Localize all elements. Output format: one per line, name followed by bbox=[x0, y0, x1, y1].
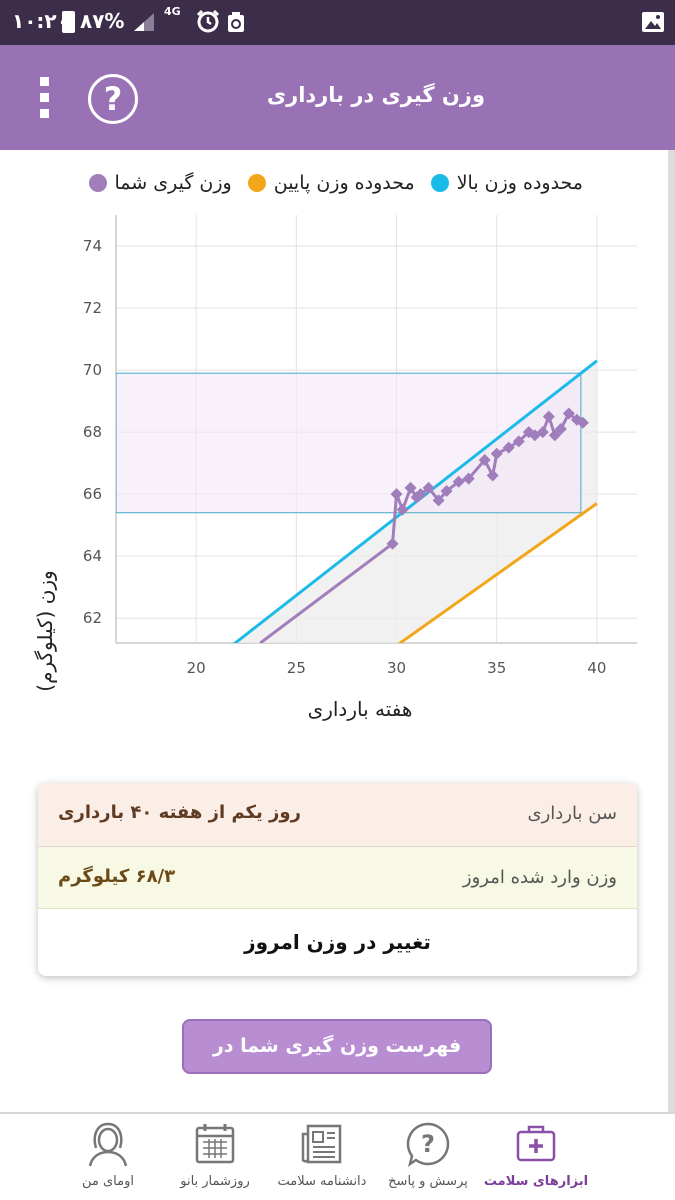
image-icon bbox=[642, 12, 664, 32]
alarm-icon bbox=[196, 9, 220, 33]
your-weight-point bbox=[440, 485, 453, 498]
nav-item-calendar[interactable]: روزشمار بانو bbox=[160, 1114, 270, 1200]
y-tick-label: 68 bbox=[83, 423, 102, 441]
weight-list-button[interactable]: فهرست وزن گیری شما در بارداری bbox=[182, 1019, 492, 1108]
change-weight-label: تغییر در وزن امروز bbox=[244, 930, 431, 954]
y-tick-label: 74 bbox=[83, 237, 102, 255]
your-weight-point bbox=[396, 503, 409, 516]
nav-label-my-profile: اومای من bbox=[82, 1174, 134, 1189]
today-weight-label: وزن وارد شده امروز bbox=[462, 867, 617, 888]
battery-percent: ۸۷% bbox=[80, 9, 125, 33]
your-weight-point bbox=[478, 454, 491, 467]
nav-label-calendar: روزشمار بانو bbox=[180, 1174, 250, 1189]
chart-legend: محدوده وزن بالا محدوده وزن پایین وزن گیر… bbox=[88, 172, 583, 194]
medical-kit-icon bbox=[516, 1125, 556, 1162]
legend-yours-dot bbox=[88, 174, 107, 192]
lower-range-line bbox=[397, 502, 598, 643]
your-weight-point bbox=[542, 410, 555, 423]
newspaper-icon bbox=[301, 1124, 342, 1164]
battery-icon bbox=[62, 11, 75, 33]
y-tick-label: 66 bbox=[83, 485, 102, 503]
app-bar: ? وزن گیری در بارداری bbox=[0, 45, 675, 150]
nav-item-qa[interactable]: ? پرسش و پاسخ bbox=[373, 1114, 483, 1200]
info-card: سن بارداری روز یکم از هفته ۴۰ بارداری وز… bbox=[38, 783, 637, 976]
legend-yours-label: وزن گیری شما bbox=[114, 172, 232, 194]
x-axis-title: هفته بارداری bbox=[307, 697, 413, 721]
your-weight-point bbox=[512, 435, 525, 448]
current-range-box bbox=[116, 372, 582, 514]
y-tick-label: 70 bbox=[83, 361, 102, 379]
woman-avatar-icon bbox=[88, 1122, 128, 1167]
your-weight-point bbox=[390, 488, 403, 501]
bottom-nav: ابزارهای سلامت ? پرسش و پاسخ دانشنامه سل… bbox=[0, 1112, 675, 1200]
question-bubble-icon: ? bbox=[406, 1122, 450, 1167]
plot-area bbox=[116, 359, 598, 643]
x-tick-label: 20 bbox=[187, 659, 206, 677]
x-tick-label: 35 bbox=[487, 659, 506, 677]
nav-item-my-profile[interactable]: اومای من bbox=[53, 1114, 163, 1200]
your-weight-point bbox=[422, 481, 435, 494]
your-weight-point bbox=[386, 537, 399, 550]
today-weight-value: ۶۸/۳ کیلوگرم bbox=[58, 866, 176, 887]
status-bar: ۱۰:۲۰ ۸۷% 4G bbox=[0, 0, 675, 45]
legend-yours: وزن گیری شما bbox=[88, 172, 232, 194]
legend-upper-dot bbox=[430, 174, 449, 192]
legend-lower-dot bbox=[247, 174, 266, 192]
network-label: 4G bbox=[164, 5, 181, 18]
more-vert-icon[interactable] bbox=[30, 75, 60, 121]
legend-lower: محدوده وزن پایین bbox=[247, 172, 415, 194]
y-tick-label: 72 bbox=[83, 299, 102, 317]
change-weight-button[interactable]: تغییر در وزن امروز bbox=[38, 909, 637, 976]
your-weight-point bbox=[554, 423, 567, 435]
legend-upper-label: محدوده وزن بالا bbox=[456, 172, 583, 194]
your-weight-point bbox=[404, 481, 417, 494]
pregnancy-age-label: سن بارداری bbox=[527, 803, 618, 824]
today-weight-row: وزن وارد شده امروز ۶۸/۳ کیلوگرم bbox=[38, 847, 637, 909]
nav-label-encyclopedia: دانشنامه سلامت bbox=[277, 1174, 367, 1189]
your-weight-point bbox=[562, 407, 575, 420]
pregnancy-age-value: روز یکم از هفته ۴۰ بارداری bbox=[58, 802, 301, 823]
nav-label-qa: پرسش و پاسخ bbox=[388, 1174, 468, 1189]
weight-chart-svg: 20 25 30 35 40 62 64 66 68 70 72 74 bbox=[83, 215, 637, 677]
your-weight-point bbox=[576, 416, 589, 429]
your-weight-point bbox=[432, 494, 445, 507]
legend-upper: محدوده وزن بالا bbox=[430, 172, 583, 194]
your-weight-point bbox=[528, 429, 541, 442]
your-weight-point bbox=[452, 475, 465, 488]
upper-range-line bbox=[232, 359, 598, 643]
your-weight-point bbox=[502, 441, 515, 454]
help-icon[interactable]: ? bbox=[88, 74, 138, 124]
scrollbar[interactable] bbox=[668, 150, 675, 1112]
nav-item-encyclopedia[interactable]: دانشنامه سلامت bbox=[267, 1114, 377, 1200]
your-weight-point bbox=[548, 429, 561, 442]
weight-chart: 20 25 30 35 40 62 64 66 68 70 72 74 وزن (کیلوگرم) ه… bbox=[0, 205, 675, 740]
y-tick-label: 62 bbox=[83, 609, 102, 627]
legend-lower-label: محدوده وزن پایین bbox=[273, 172, 415, 194]
your-weight-point bbox=[536, 426, 549, 439]
y-tick-label: 64 bbox=[83, 547, 102, 565]
nav-label-health-tools: ابزارهای سلامت bbox=[483, 1174, 589, 1189]
your-weight-point bbox=[490, 447, 503, 460]
recycle-icon bbox=[228, 12, 244, 32]
your-weight-point bbox=[414, 488, 427, 501]
nav-item-health-tools[interactable]: ابزارهای سلامت bbox=[481, 1114, 591, 1200]
signal-icon bbox=[134, 13, 154, 31]
calendar-icon bbox=[195, 1124, 235, 1164]
your-weight-point bbox=[486, 469, 499, 482]
page-title: وزن گیری در بارداری bbox=[266, 83, 485, 107]
your-weight-point bbox=[462, 472, 475, 485]
pregnancy-age-row: سن بارداری روز یکم از هفته ۴۰ بارداری bbox=[38, 783, 637, 847]
x-tick-label: 25 bbox=[287, 659, 306, 677]
x-tick-label: 30 bbox=[387, 659, 406, 677]
status-time: ۱۰:۲۰ bbox=[12, 9, 69, 33]
x-tick-label: 40 bbox=[587, 659, 606, 677]
svg-text:?: ? bbox=[421, 1130, 435, 1158]
y-axis-title: وزن (کیلوگرم) bbox=[33, 570, 57, 692]
